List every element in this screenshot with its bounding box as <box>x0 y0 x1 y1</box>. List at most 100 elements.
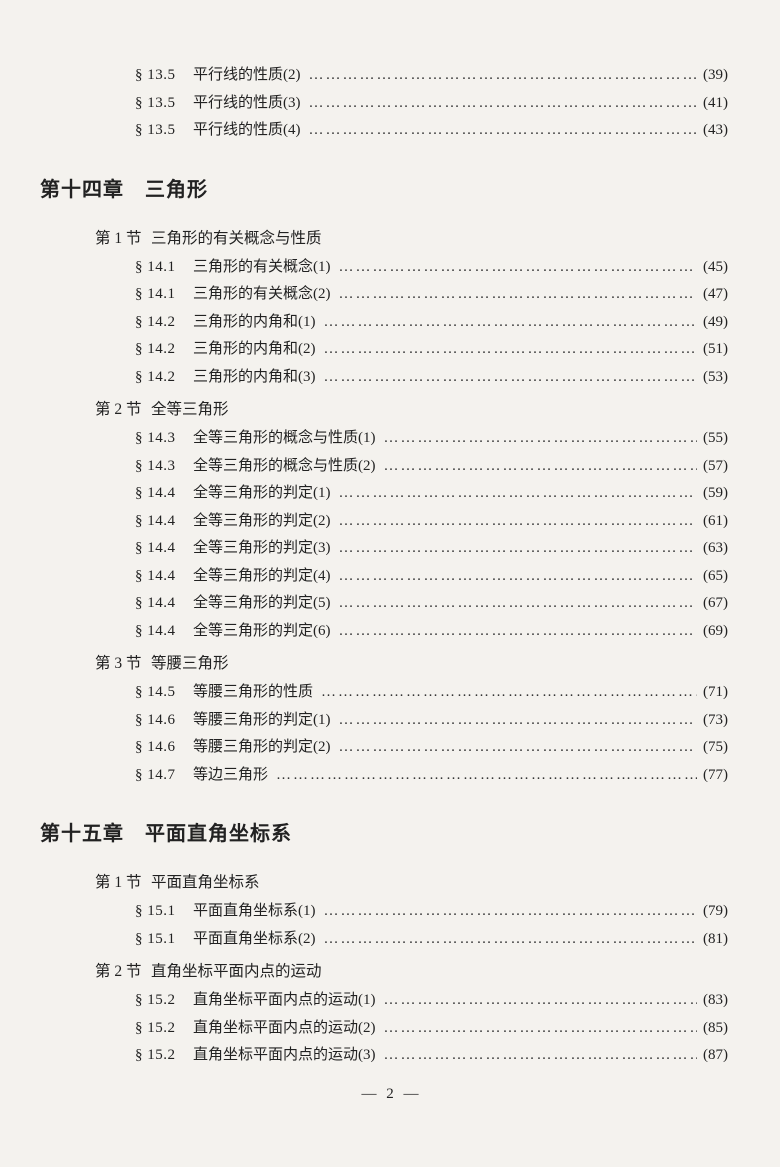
entry-page-number: (59) <box>703 480 728 508</box>
entry-leader-dots: …………………………………………………………………………………………………………… <box>339 281 698 309</box>
toc-entry: § 14.4全等三角形的判定(2) ……………………………………………………………… <box>135 508 740 536</box>
section-label: 第 2 节 <box>95 959 151 981</box>
toc-entry: § 14.4全等三角形的判定(3)……………………………………………………………… <box>135 535 740 563</box>
toc-entry: § 13.5平行线的性质(2)…………………………………………………………………… <box>135 62 740 90</box>
section-heading: 第 1 节三角形的有关概念与性质 <box>95 226 740 248</box>
toc-entry: § 14.4全等三角形的判定(6)……………………………………………………………… <box>135 618 740 646</box>
entry-section-number: § 14.2 <box>135 309 193 337</box>
entry-title: 三角形的内角和(1) <box>193 309 316 337</box>
entry-section-number: § 15.2 <box>135 1042 193 1070</box>
entry-section-number: § 14.4 <box>135 508 193 536</box>
entry-section-number: § 14.7 <box>135 762 193 790</box>
entry-title: 全等三角形的判定(3) <box>193 535 331 563</box>
toc-entry: § 13.5平行线的性质(3) …………………………………………………………………… <box>135 90 740 118</box>
entry-page-number: (57) <box>703 453 728 481</box>
entry-leader-dots: …………………………………………………………………………………………………………… <box>384 987 698 1015</box>
entry-section-number: § 15.1 <box>135 898 193 926</box>
entry-section-number: § 14.1 <box>135 281 193 309</box>
entry-leader-dots: …………………………………………………………………………………………………………… <box>309 90 698 118</box>
toc-entry: § 15.2直角坐标平面内点的运动(2)……………………………………………………… <box>135 1015 740 1043</box>
entry-title: 平面直角坐标系(1) <box>193 898 316 926</box>
entry-leader-dots: …………………………………………………………………………………………………………… <box>324 926 698 954</box>
toc-entry: § 15.2直角坐标平面内点的运动(3)……………………………………………………… <box>135 1042 740 1070</box>
entry-page-number: (67) <box>703 590 728 618</box>
footer-dash-left: — <box>362 1086 377 1103</box>
entry-title: 平面直角坐标系(2) <box>193 926 316 954</box>
entry-page-number: (47) <box>703 281 728 309</box>
entry-title: 直角坐标平面内点的运动(2) <box>193 1015 376 1043</box>
entry-leader-dots: …………………………………………………………………………………………………………… <box>339 254 698 282</box>
entry-title: 全等三角形的判定(5) <box>193 590 331 618</box>
entry-section-number: § 14.3 <box>135 425 193 453</box>
entry-title: 等边三角形 <box>193 762 268 790</box>
entry-section-number: § 15.1 <box>135 926 193 954</box>
section-title: 全等三角形 <box>151 401 229 418</box>
entry-page-number: (39) <box>703 62 728 90</box>
entry-page-number: (51) <box>703 336 728 364</box>
entry-section-number: § 14.4 <box>135 618 193 646</box>
entry-page-number: (81) <box>703 926 728 954</box>
entry-leader-dots: …………………………………………………………………………………………………………… <box>339 480 698 508</box>
section-label: 第 1 节 <box>95 870 151 892</box>
entry-leader-dots: …………………………………………………………………………………………………………… <box>321 679 697 707</box>
entry-title: 三角形的内角和(3) <box>193 364 316 392</box>
toc-entry: § 14.4全等三角形的判定(4) ……………………………………………………………… <box>135 563 740 591</box>
entry-page-number: (77) <box>703 762 728 790</box>
entry-leader-dots: …………………………………………………………………………………………………………… <box>339 590 698 618</box>
section-title: 三角形的有关概念与性质 <box>151 230 322 247</box>
entry-page-number: (61) <box>703 508 728 536</box>
entry-title: 全等三角形的判定(1) <box>193 480 331 508</box>
entry-page-number: (55) <box>703 425 728 453</box>
entry-leader-dots: …………………………………………………………………………………………………………… <box>384 1042 698 1070</box>
toc-entry: § 14.6等腰三角形的判定(2)……………………………………………………………… <box>135 734 740 762</box>
entry-title: 全等三角形的判定(2) <box>193 508 331 536</box>
entry-leader-dots: …………………………………………………………………………………………………………… <box>339 535 698 563</box>
entry-leader-dots: …………………………………………………………………………………………………………… <box>339 563 698 591</box>
section-heading: 第 3 节等腰三角形 <box>95 651 740 673</box>
entry-section-number: § 14.2 <box>135 364 193 392</box>
entry-page-number: (45) <box>703 254 728 282</box>
entry-leader-dots: …………………………………………………………………………………………………………… <box>339 734 698 762</box>
entry-page-number: (79) <box>703 898 728 926</box>
toc-page: § 13.5平行线的性质(2)…………………………………………………………………… <box>0 0 780 1070</box>
section-title: 等腰三角形 <box>151 655 229 672</box>
entry-leader-dots: …………………………………………………………………………………………………………… <box>324 309 698 337</box>
section-title: 平面直角坐标系 <box>151 874 260 891</box>
entry-page-number: (53) <box>703 364 728 392</box>
section-label: 第 1 节 <box>95 226 151 248</box>
page-number: 2 <box>386 1086 394 1102</box>
chapter-14-body: 第 1 节三角形的有关概念与性质 § 14.1三角形的有关概念(1) …………………… <box>40 226 740 790</box>
entry-leader-dots: …………………………………………………………………………………………………………… <box>384 425 698 453</box>
entry-page-number: (49) <box>703 309 728 337</box>
toc-entry: § 14.2三角形的内角和(2)………………………………………………………………… <box>135 336 740 364</box>
entry-section-number: § 13.5 <box>135 90 193 118</box>
toc-entry: § 14.7等边三角形……………………………………………………………………………… <box>135 762 740 790</box>
entry-title: 全等三角形的概念与性质(1) <box>193 425 376 453</box>
entry-title: 全等三角形的概念与性质(2) <box>193 453 376 481</box>
toc-entry: § 14.5等腰三角形的性质……………………………………………………………………… <box>135 679 740 707</box>
entry-title: 平行线的性质(3) <box>193 90 301 118</box>
toc-entry: § 15.2直角坐标平面内点的运动(1) ……………………………………………………… <box>135 987 740 1015</box>
entry-title: 三角形的内角和(2) <box>193 336 316 364</box>
entry-section-number: § 14.1 <box>135 254 193 282</box>
entry-section-number: § 14.6 <box>135 707 193 735</box>
entry-page-number: (65) <box>703 563 728 591</box>
chapter-15-body: 第 1 节平面直角坐标系 § 15.1平面直角坐标系(1) ………………………………… <box>40 870 740 1070</box>
toc-entry: § 14.4全等三角形的判定(5)……………………………………………………………… <box>135 590 740 618</box>
entry-section-number: § 14.4 <box>135 480 193 508</box>
toc-entry: § 14.3全等三角形的概念与性质(1) ……………………………………………………… <box>135 425 740 453</box>
entry-section-number: § 15.2 <box>135 987 193 1015</box>
entry-title: 直角坐标平面内点的运动(1) <box>193 987 376 1015</box>
section-title: 直角坐标平面内点的运动 <box>151 963 322 980</box>
section-label: 第 3 节 <box>95 651 151 673</box>
entry-page-number: (71) <box>703 679 728 707</box>
entry-page-number: (41) <box>703 90 728 118</box>
entry-title: 等腰三角形的判定(2) <box>193 734 331 762</box>
entry-title: 全等三角形的判定(4) <box>193 563 331 591</box>
entry-title: 等腰三角形的性质 <box>193 679 313 707</box>
entry-leader-dots: …………………………………………………………………………………………………………… <box>339 508 698 536</box>
entry-title: 三角形的有关概念(1) <box>193 254 331 282</box>
entry-page-number: (69) <box>703 618 728 646</box>
entry-section-number: § 14.4 <box>135 563 193 591</box>
section-heading: 第 1 节平面直角坐标系 <box>95 870 740 892</box>
